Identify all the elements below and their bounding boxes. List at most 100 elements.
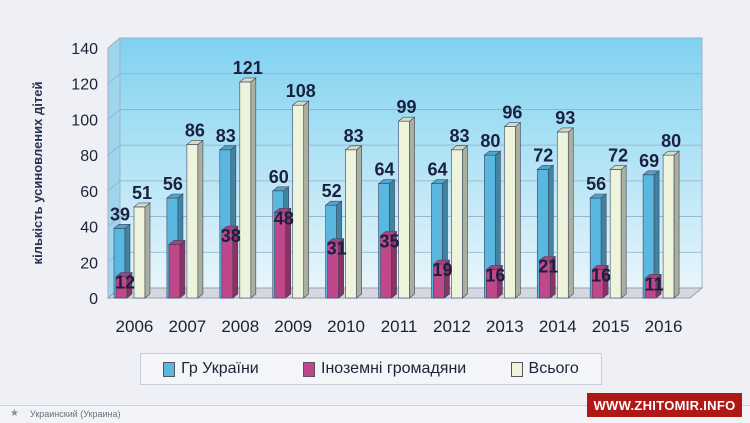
- data-label-total: 121: [233, 58, 263, 78]
- data-label-foreign: 11: [645, 274, 664, 294]
- bar-foreign-side: [179, 239, 186, 299]
- data-label-total: 99: [397, 97, 417, 117]
- y-tick-label: 0: [89, 291, 98, 308]
- x-tick-label: 2008: [221, 317, 259, 336]
- y-tick-label: 120: [71, 77, 98, 94]
- gridline: [107, 109, 702, 120]
- data-label-foreign: 16: [485, 265, 505, 285]
- legend-item-total: Всього: [510, 360, 579, 378]
- gridline: [107, 37, 702, 49]
- bar-total-side: [673, 150, 680, 299]
- bar-total-top: [344, 145, 363, 151]
- bar-total: [662, 154, 675, 299]
- bar-total: [133, 206, 146, 299]
- legend-swatch-total: [510, 361, 523, 377]
- bar-foreign: [168, 244, 181, 299]
- bar-total: [398, 120, 410, 299]
- data-label-ukraine: 69: [639, 151, 659, 171]
- bar-total-top: [186, 140, 204, 145]
- bar-total-side: [250, 77, 257, 299]
- bar-ukraine-top: [430, 179, 449, 185]
- y-tick-label: 20: [80, 255, 98, 272]
- data-label-ukraine: 64: [375, 160, 395, 180]
- x-tick-label: 2015: [592, 317, 630, 336]
- status-language[interactable]: Украинский (Украина): [30, 409, 121, 419]
- bar-total-top: [397, 116, 416, 122]
- data-label-foreign: 21: [538, 257, 558, 277]
- bar-total-side: [197, 139, 204, 299]
- watermark-logo: WWW.ZHITOMIR.INFO: [587, 393, 742, 417]
- data-label-ukraine: 56: [586, 174, 606, 194]
- bar-total: [451, 149, 463, 299]
- bar-total-top: [503, 122, 522, 127]
- status-bar: ★ Украинский (Украина): [0, 405, 750, 423]
- data-label-foreign: 35: [380, 232, 400, 252]
- data-label-total: 93: [555, 108, 575, 128]
- bar-foreign-top: [432, 259, 451, 265]
- legend-swatch-foreign: [303, 361, 316, 377]
- data-label-ukraine: 39: [110, 204, 130, 224]
- bar-foreign-top: [485, 265, 504, 270]
- bar-total-top: [133, 202, 151, 208]
- x-tick-label: 2012: [433, 317, 471, 336]
- legend-item-foreign: Іноземні громадяни: [303, 360, 466, 378]
- data-label-foreign: 19: [432, 260, 452, 280]
- bar-foreign-top: [538, 256, 557, 261]
- bar-foreign-top: [326, 238, 345, 243]
- bar-total-side: [462, 145, 468, 299]
- y-tick-label: 140: [71, 41, 98, 58]
- bar-ukraine-top: [166, 193, 184, 199]
- data-label-total: 83: [449, 126, 469, 146]
- bar-foreign-top: [591, 265, 610, 270]
- data-label-ukraine: 52: [322, 181, 342, 201]
- data-label-total: 80: [661, 131, 681, 151]
- data-label-ukraine: 56: [163, 174, 183, 194]
- legend-swatch-ukraine: [163, 361, 176, 377]
- bar-foreign-top: [273, 207, 292, 213]
- y-axis-title: кількість усиновлених дітей: [30, 82, 45, 265]
- spellcheck-icon[interactable]: ★: [10, 408, 19, 419]
- x-tick-label: 2006: [116, 317, 154, 336]
- data-label-foreign: 12: [115, 273, 135, 293]
- x-tick-label: 2013: [486, 317, 524, 336]
- bar-ukraine-top: [218, 145, 237, 151]
- legend-label-foreign: Іноземні громадяни: [321, 360, 467, 377]
- bar-ukraine-top: [113, 224, 131, 229]
- bar-total-top: [291, 100, 310, 106]
- bar-foreign-top: [220, 225, 239, 231]
- data-label-foreign: 31: [327, 239, 347, 259]
- data-label-foreign: 16: [591, 265, 611, 285]
- data-label-total: 86: [185, 120, 205, 140]
- bar-total-top: [450, 145, 469, 151]
- bar-total-side: [356, 145, 362, 299]
- bar-foreign-top: [644, 274, 662, 279]
- bar-total-top: [662, 150, 680, 156]
- y-tick-label: 60: [80, 184, 98, 201]
- bar-total: [239, 81, 252, 299]
- bar-foreign-top: [168, 240, 186, 245]
- x-tick-label: 2009: [274, 317, 312, 336]
- x-tick-label: 2011: [381, 317, 418, 336]
- data-label-total: 51: [132, 183, 152, 203]
- bar-total-side: [144, 202, 151, 299]
- data-label-total: 96: [502, 103, 522, 123]
- data-label-foreign: 48: [274, 208, 294, 228]
- data-label-total: 108: [286, 81, 316, 101]
- legend-item-ukraine: Гр України: [163, 360, 259, 378]
- bar-foreign-top: [115, 272, 133, 277]
- bar-total: [556, 131, 569, 299]
- gridline: [107, 73, 702, 85]
- y-tick-label: 100: [71, 112, 98, 129]
- data-label-foreign: 38: [221, 226, 241, 246]
- bar-total: [186, 144, 199, 299]
- legend: Гр України Іноземні громадяни Всього: [140, 353, 602, 385]
- bar-ukraine-top: [642, 170, 660, 176]
- legend-label-total: Всього: [528, 360, 579, 377]
- x-tick-label: 2014: [539, 317, 577, 336]
- data-label-ukraine: 64: [427, 160, 447, 180]
- bar-total-top: [609, 165, 628, 170]
- bar-ukraine-top: [589, 193, 608, 199]
- bar-ukraine-top: [271, 186, 290, 192]
- bar-total-side: [515, 121, 521, 299]
